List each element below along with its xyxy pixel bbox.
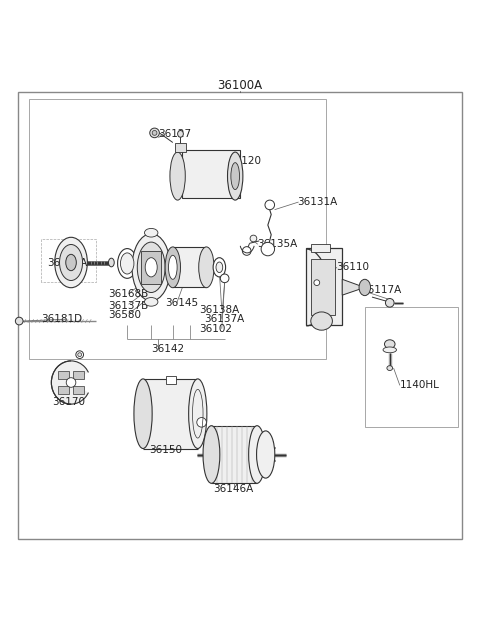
Circle shape (314, 280, 320, 286)
Ellipse shape (144, 297, 158, 306)
Ellipse shape (216, 262, 223, 273)
Circle shape (152, 130, 157, 135)
Ellipse shape (145, 258, 157, 277)
Wedge shape (71, 372, 93, 393)
Ellipse shape (132, 233, 170, 301)
Text: 36110: 36110 (336, 262, 369, 272)
Text: 36137A: 36137A (204, 314, 244, 324)
Ellipse shape (165, 247, 180, 288)
Ellipse shape (256, 431, 275, 478)
Text: 36143A: 36143A (47, 258, 87, 268)
Circle shape (76, 351, 84, 358)
Bar (306, 248, 342, 325)
Ellipse shape (66, 255, 76, 271)
Text: 36170: 36170 (52, 397, 85, 407)
Ellipse shape (384, 340, 395, 348)
Text: 36127: 36127 (158, 129, 192, 139)
Ellipse shape (51, 361, 91, 404)
Text: 36100A: 36100A (217, 79, 263, 93)
Bar (365, 307, 458, 427)
Bar (58, 371, 69, 379)
Text: 36137B: 36137B (108, 301, 149, 310)
Ellipse shape (311, 312, 333, 330)
Text: 36138A: 36138A (199, 304, 240, 315)
Text: 36580: 36580 (108, 310, 142, 320)
Polygon shape (342, 279, 365, 295)
Text: 36146A: 36146A (214, 484, 254, 494)
Text: 36181D: 36181D (41, 314, 82, 324)
Bar (175, 143, 186, 152)
Circle shape (66, 378, 76, 388)
Ellipse shape (170, 152, 185, 200)
Ellipse shape (108, 258, 114, 267)
Ellipse shape (137, 242, 165, 292)
Circle shape (265, 200, 275, 210)
Bar (29, 99, 326, 358)
Bar (73, 386, 84, 394)
Ellipse shape (383, 347, 396, 353)
Bar (311, 259, 335, 315)
Circle shape (78, 353, 82, 356)
Bar (141, 251, 161, 284)
Text: 36150: 36150 (149, 445, 182, 455)
Ellipse shape (118, 248, 137, 278)
Bar (211, 426, 257, 483)
Ellipse shape (168, 255, 177, 279)
Bar (73, 371, 84, 379)
Circle shape (15, 317, 23, 325)
Ellipse shape (60, 245, 83, 281)
Bar (166, 376, 176, 384)
Circle shape (250, 235, 257, 242)
Bar (173, 247, 206, 288)
Circle shape (385, 299, 394, 307)
Ellipse shape (55, 237, 87, 288)
Ellipse shape (228, 152, 243, 200)
Bar (143, 379, 201, 448)
Text: 36135A: 36135A (257, 239, 297, 249)
Text: 36117A: 36117A (361, 285, 401, 296)
Text: 36131A: 36131A (298, 197, 338, 207)
Ellipse shape (387, 366, 393, 371)
Bar (311, 244, 330, 252)
Text: 1140HL: 1140HL (399, 381, 439, 391)
Ellipse shape (134, 379, 152, 448)
Circle shape (150, 128, 159, 138)
Ellipse shape (203, 426, 220, 483)
Circle shape (242, 247, 251, 255)
Bar (58, 386, 69, 394)
Circle shape (261, 242, 275, 256)
Text: 36168B: 36168B (108, 289, 149, 299)
Text: 36142: 36142 (151, 344, 184, 354)
Ellipse shape (178, 130, 183, 137)
Ellipse shape (189, 379, 207, 448)
Ellipse shape (199, 247, 214, 288)
Circle shape (197, 417, 206, 427)
Ellipse shape (120, 253, 134, 274)
Ellipse shape (220, 274, 229, 283)
Ellipse shape (249, 426, 265, 483)
Ellipse shape (359, 279, 371, 296)
Bar (182, 150, 240, 197)
Text: 36145: 36145 (166, 298, 199, 308)
Text: 36120: 36120 (228, 156, 261, 166)
Text: 36102: 36102 (199, 324, 232, 333)
Ellipse shape (144, 229, 158, 237)
Ellipse shape (213, 258, 226, 277)
Ellipse shape (231, 163, 240, 189)
